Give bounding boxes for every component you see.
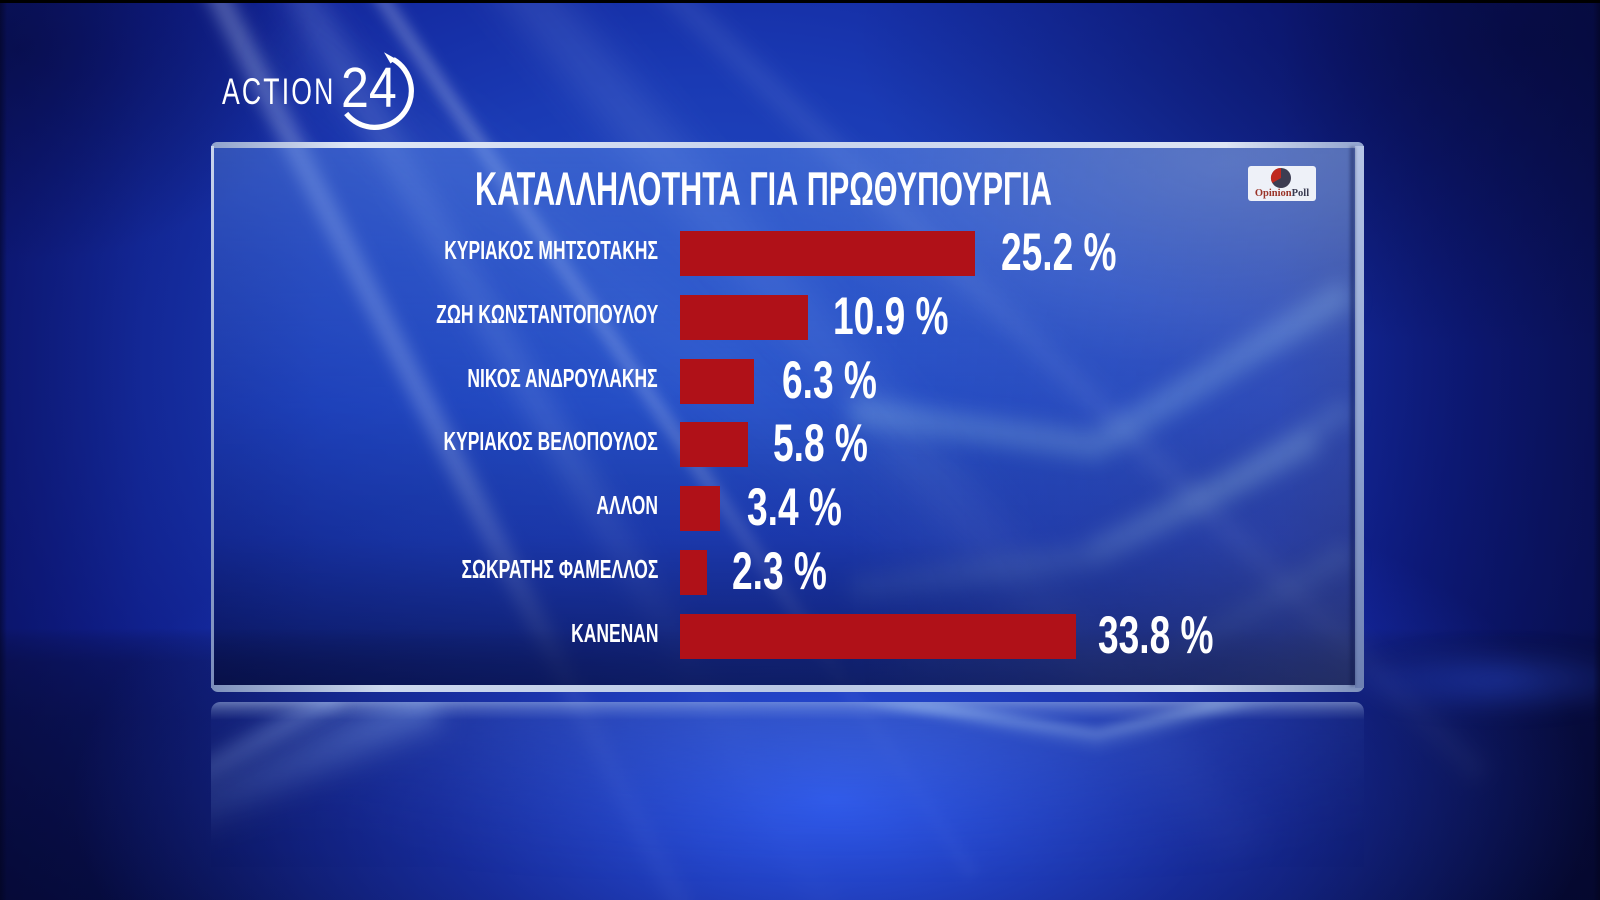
svg-text:ACTION: ACTION [222, 71, 336, 112]
svg-text:OpinionPoll: OpinionPoll [1255, 188, 1309, 199]
svg-text:24: 24 [341, 56, 397, 120]
